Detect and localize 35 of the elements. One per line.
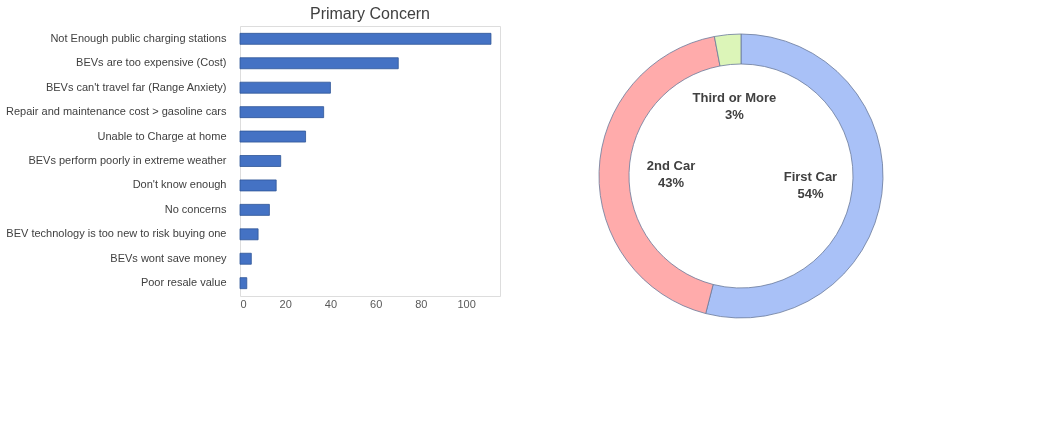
y-tick-label: Not Enough public charging stations	[50, 31, 227, 44]
x-tick-label: 40	[324, 297, 338, 310]
x-tick-label: 0	[240, 297, 247, 310]
y-tick-label: BEV technology is too new to risk buying one	[6, 227, 227, 240]
y-tick-label: BEVs wont save money	[110, 251, 227, 264]
slice-label: First Car	[783, 168, 838, 184]
bar	[239, 81, 331, 94]
y-tick-label: Poor resale value	[140, 276, 227, 289]
data-label: 54%	[797, 185, 824, 201]
bar	[239, 179, 277, 192]
bar	[239, 203, 270, 216]
data-label: 3%	[725, 107, 745, 123]
slice-label: 2nd Car	[646, 157, 696, 173]
chart-title: Primary Concern	[309, 5, 431, 22]
y-tick-label: BEVs are too expensive (Cost)	[76, 56, 227, 69]
y-tick-label: BEVs can't travel far (Range Anxiety)	[45, 80, 227, 93]
bar	[239, 130, 306, 143]
y-tick-label: No concerns	[164, 202, 227, 215]
data-label: 43%	[658, 174, 685, 190]
y-tick-label: Repair and maintenance cost > gasoline cars	[6, 105, 227, 118]
bar	[239, 57, 399, 70]
x-tick-label: 100	[457, 297, 476, 310]
bar	[239, 277, 248, 290]
bar	[239, 155, 282, 167]
bar	[239, 252, 252, 265]
bar	[239, 106, 325, 119]
x-tick-label: 20	[279, 297, 292, 310]
y-tick-label: BEVs perform poorly in extreme weather	[28, 154, 227, 166]
y-tick-label: Don't know enough	[132, 178, 227, 191]
slice-label: Third or More	[692, 90, 777, 106]
x-tick-label: 80	[415, 297, 428, 310]
bar	[239, 228, 259, 241]
x-tick-label: 60	[370, 297, 383, 310]
y-tick-label: Unable to Charge at home	[97, 129, 227, 142]
bar	[239, 32, 492, 45]
